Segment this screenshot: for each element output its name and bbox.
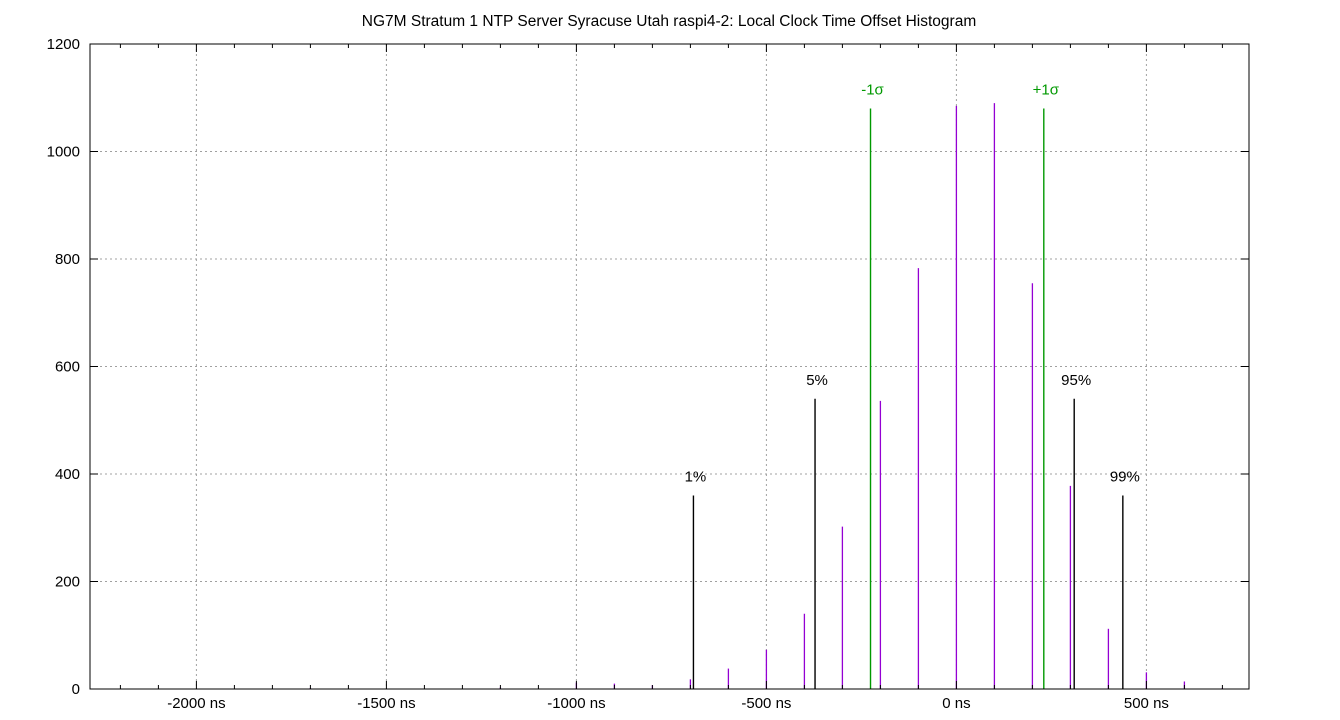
marker-label: -1σ	[861, 82, 884, 99]
y-tick-label: 600	[55, 359, 80, 376]
axis-tick-labels: 0 200 400 600 800 1000 1200 -2000 ns -1500 ns -10…	[47, 36, 1169, 712]
chart-title: NG7M Stratum 1 NTP Server Syracuse Utah …	[362, 13, 976, 30]
marker-label: 1%	[685, 469, 707, 486]
axis-ticks	[90, 43, 1249, 690]
x-tick-label: -2000 ns	[167, 695, 225, 712]
y-tick-label: 1000	[47, 144, 80, 161]
y-tick-label: 800	[55, 251, 80, 268]
y-tick-label: 200	[55, 574, 80, 591]
x-tick-label: 0 ns	[942, 695, 970, 712]
y-tick-label: 400	[55, 466, 80, 483]
marker-label: +1σ	[1033, 82, 1060, 99]
marker-label: 95%	[1061, 372, 1091, 389]
x-tick-label: -500 ns	[741, 695, 791, 712]
grid-lines	[90, 44, 1249, 689]
y-tick-label: 1200	[47, 36, 80, 53]
x-tick-label: -1000 ns	[547, 695, 605, 712]
histogram-bars	[195, 103, 1224, 689]
y-tick-label: 0	[72, 681, 80, 698]
x-tick-label: -1500 ns	[357, 695, 415, 712]
percentile-markers: 1% 5% -1σ +1σ 95% 99%	[685, 82, 1140, 689]
marker-label: 99%	[1110, 469, 1140, 486]
marker-label: 5%	[806, 372, 828, 389]
x-tick-label: 500 ns	[1124, 695, 1169, 712]
